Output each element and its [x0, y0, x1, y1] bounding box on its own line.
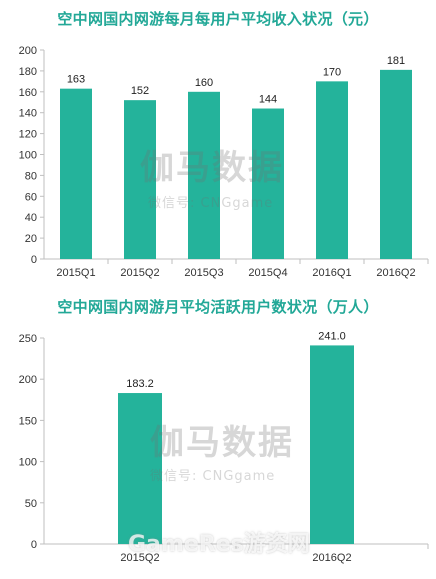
y-tick-label: 140: [19, 108, 37, 120]
y-tick-label: 0: [31, 539, 37, 551]
data-label: 152: [131, 85, 149, 97]
mau-bar-chart: 0 50 100 150 200 250 183.2 2015Q2 241.0 2016Q2: [19, 330, 429, 564]
y-tick-label: 250: [19, 333, 37, 345]
bar: [380, 69, 412, 259]
x-tick-label: 2016Q2: [376, 267, 415, 279]
x-tick-label: 2015Q2: [120, 552, 159, 564]
y-tick-label: 20: [25, 233, 37, 245]
y-tick-label: 120: [19, 129, 37, 141]
data-label: 183.2: [126, 378, 154, 390]
x-tick-label: 2016Q2: [312, 552, 351, 564]
y-tick-label: 200: [19, 374, 37, 386]
arpu-chart: 空中网国内网游每月每用户平均收入状况（元） 0 20 40 60 80 100 120 140…: [19, 10, 429, 279]
bar: [118, 393, 162, 544]
y-tick-label: 200: [19, 45, 37, 57]
chart-title: 空中网国内网游每月每用户平均收入状况（元）: [57, 10, 379, 28]
data-label: 170: [323, 66, 341, 78]
data-label: 144: [259, 94, 277, 106]
x-tick-label: 2015Q4: [248, 267, 287, 279]
arpu-bar-chart: 0 20 40 60 80 100 120 140 160 180 200 163 2015Q1 152 2…: [19, 45, 429, 279]
data-label: 160: [195, 77, 213, 89]
y-tick-label: 50: [25, 498, 37, 510]
y-tick-label: 60: [25, 191, 37, 203]
x-tick-label: 2015Q1: [56, 267, 95, 279]
y-tick-label: 160: [19, 87, 37, 99]
x-tick-label: 2015Q2: [120, 267, 159, 279]
mau-chart: 空中网国内网游月平均活跃用户数状况（万人） 0 50 100 150 200 250 183…: [0, 290, 436, 579]
bar: [188, 91, 220, 259]
bar: [310, 345, 354, 544]
data-label: 241.0: [318, 330, 346, 342]
bar: [60, 88, 92, 259]
y-tick-label: 100: [19, 457, 37, 469]
x-tick-label: 2016Q1: [312, 267, 351, 279]
bar: [124, 100, 156, 259]
x-tick-label: 2015Q3: [184, 267, 223, 279]
y-tick-label: 100: [19, 150, 37, 162]
y-tick-label: 150: [19, 415, 37, 427]
y-tick-label: 80: [25, 170, 37, 182]
data-label: 181: [387, 55, 405, 67]
y-tick-label: 180: [19, 66, 37, 78]
chart-title: 空中网国内网游月平均活跃用户数状况（万人）: [57, 298, 379, 316]
y-tick-label: 0: [31, 254, 37, 266]
y-tick-label: 40: [25, 212, 37, 224]
data-label: 163: [67, 74, 85, 86]
bar: [252, 108, 284, 260]
bar: [316, 81, 348, 259]
